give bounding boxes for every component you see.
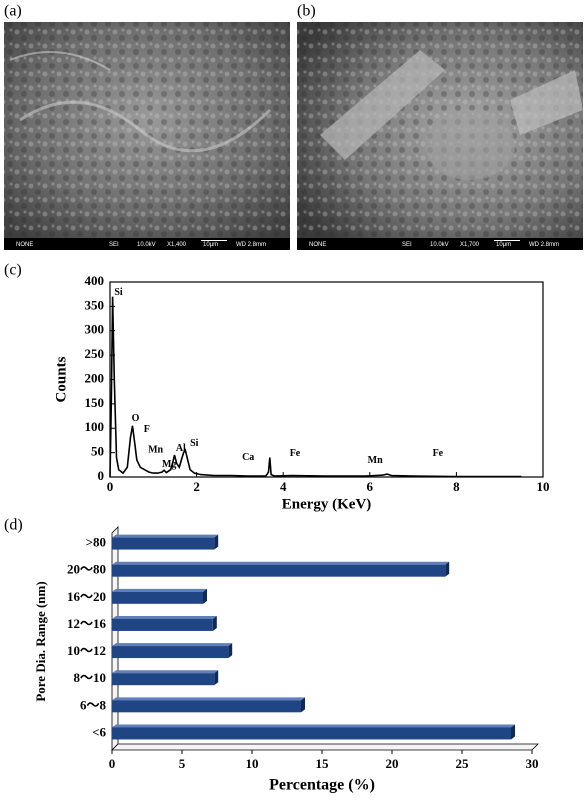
sem-image-a (4, 22, 290, 250)
bar-top (112, 670, 219, 674)
peak-label: O (132, 413, 140, 424)
image-caption: WD 2.8mm (236, 242, 266, 248)
image-caption: SEI (109, 242, 119, 248)
y-tick-label: 250 (85, 346, 105, 361)
y-tick-label: 10～12 (67, 643, 106, 658)
y-tick-label: 16～20 (67, 589, 106, 604)
y-tick-label: 350 (85, 297, 105, 312)
image-caption: 10μm (496, 242, 511, 248)
y-tick-label: 0 (98, 468, 105, 483)
bar-side (445, 561, 450, 577)
axis-floor (111, 743, 539, 751)
bar-top (112, 561, 450, 565)
x-tick-label: 8 (453, 479, 460, 494)
bar-side (214, 670, 219, 686)
x-tick-label: 5 (179, 756, 186, 771)
peak-label: Si (190, 438, 199, 449)
y-tick-label: 200 (85, 370, 105, 385)
y-tick-label: 50 (91, 444, 104, 459)
peak-label: F (144, 424, 150, 435)
x-tick-label: 10 (537, 479, 550, 494)
x-tick-label: 0 (109, 756, 116, 771)
peak-label: Fe (433, 448, 444, 459)
bar (112, 700, 301, 713)
image-caption: X1,400 (167, 242, 187, 248)
bar-side (212, 615, 217, 631)
y-tick-label: 100 (85, 419, 105, 434)
x-tick-label: 15 (316, 756, 330, 771)
peak-label: Si (114, 287, 123, 298)
peak-label: Mn (368, 455, 383, 466)
image-caption: X1,700 (460, 242, 480, 248)
y-axis-label: Pore Dia. Range (nm) (33, 581, 48, 701)
bar-top (112, 724, 515, 728)
bar (112, 673, 215, 686)
bar-top (112, 534, 219, 538)
panel-label: (c) (4, 262, 22, 279)
bar-top (112, 697, 305, 701)
y-tick-label: >80 (86, 535, 106, 550)
y-tick-label: 400 (85, 273, 105, 288)
bar-side (511, 724, 515, 740)
x-tick-label: 6 (367, 479, 374, 494)
y-tick-label: 6～8 (80, 697, 107, 712)
y-tick-label: 300 (85, 322, 105, 337)
peak-label: Mn (148, 444, 163, 455)
peak-label: Fe (290, 448, 301, 459)
axis-wall (111, 526, 119, 751)
peak-label: Al (176, 443, 186, 454)
y-tick-label: 20～80 (67, 562, 106, 577)
bar-side (301, 697, 305, 713)
y-tick-label: 150 (85, 395, 105, 410)
bar-top (112, 643, 233, 647)
image-caption: WD 2.8mm (529, 242, 559, 248)
panel-label: (d) (4, 517, 23, 534)
bar-side (228, 643, 233, 659)
x-axis-label: Percentage (%) (269, 777, 375, 794)
bar-top (112, 588, 207, 592)
x-axis-label: Energy (KeV) (282, 496, 372, 512)
bar (112, 564, 446, 577)
bar-side (203, 588, 207, 604)
image-caption: 10μm (203, 242, 218, 248)
sem-image-b (297, 22, 583, 250)
bar (112, 618, 213, 631)
peak-label: Ca (242, 452, 254, 463)
x-tick-label: 0 (107, 479, 114, 494)
bar-side (214, 534, 219, 550)
image-caption: 10.0kV (137, 242, 156, 248)
bar (112, 646, 229, 659)
bar (112, 537, 215, 550)
y-tick-label: <6 (92, 724, 106, 739)
x-tick-label: 4 (280, 479, 287, 494)
image-caption: NONE (16, 242, 33, 248)
bar (112, 727, 511, 740)
x-tick-label: 2 (193, 479, 200, 494)
x-tick-label: 20 (386, 756, 399, 771)
image-caption: NONE (309, 242, 326, 248)
peak-label: Mg (162, 459, 176, 470)
spectrum-line (109, 296, 522, 478)
panel-label: (a) (4, 3, 22, 20)
x-tick-label: 25 (456, 756, 470, 771)
x-tick-label: 30 (526, 756, 539, 771)
bar (112, 591, 203, 604)
y-axis-label: Counts (53, 356, 69, 402)
y-tick-label: 8～10 (73, 670, 106, 685)
image-caption: SEI (402, 242, 412, 248)
y-tick-label: 12～16 (67, 616, 107, 631)
bar-top (112, 615, 217, 619)
x-tick-label: 10 (246, 756, 259, 771)
image-caption: 10.0kV (430, 242, 449, 248)
panel-label: (b) (297, 3, 316, 20)
